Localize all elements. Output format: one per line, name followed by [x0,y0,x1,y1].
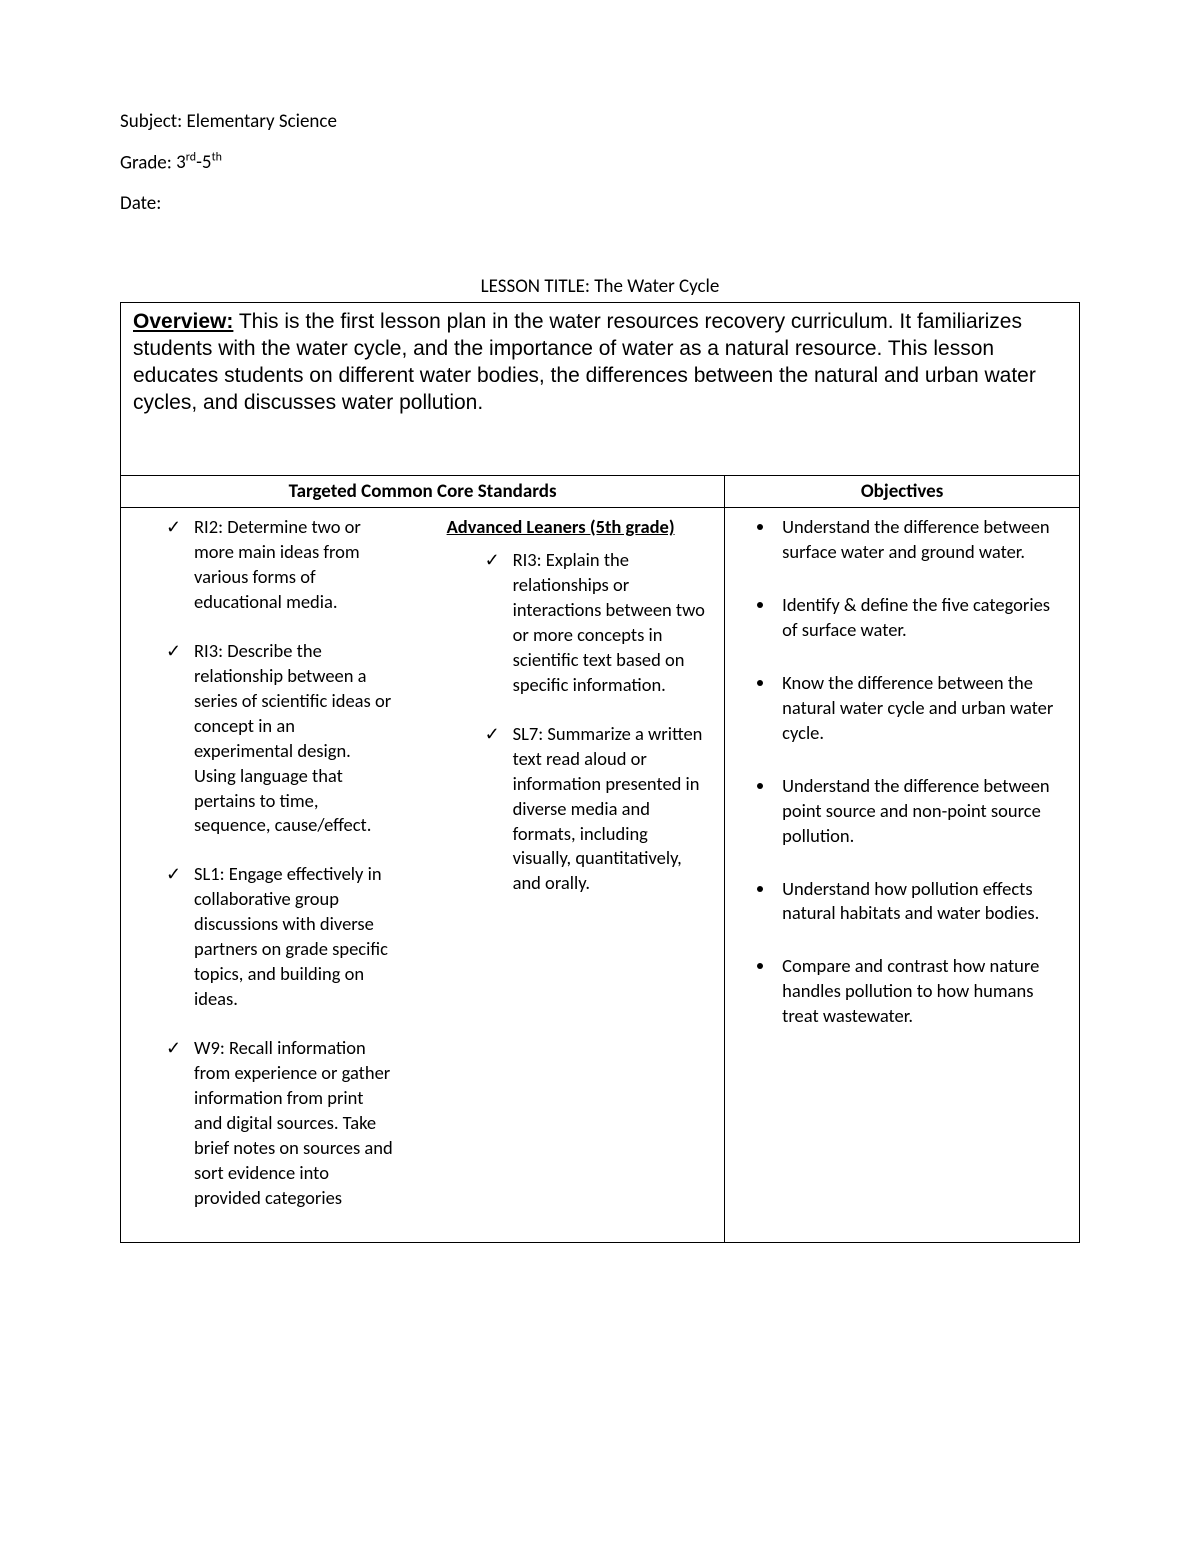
objectives-header: Objectives [725,475,1080,507]
advanced-learners-header: Advanced Leaners (5th grade) [423,515,724,538]
objective-item: Understand the difference between surfac… [776,515,1060,565]
lesson-title: LESSON TITLE: The Water Cycle [120,275,1080,298]
objective-item: Compare and contrast how nature handles … [776,954,1060,1029]
standards-header: Targeted Common Core Standards [121,475,725,507]
objective-item: Identify & define the five categories of… [776,593,1060,643]
subject-line: Subject: Elementary Science [120,110,1080,133]
document-page: Subject: Elementary Science Grade: 3rd-5… [0,0,1200,1553]
subject-value: Elementary Science [186,110,336,133]
grade-value: 3rd-5th [176,151,222,174]
objectives-list: Understand the difference between surfac… [726,509,1078,1042]
overview-box: Overview: This is the first lesson plan … [120,302,1080,476]
advanced-standard-item: SL7: Summarize a written text read aloud… [485,722,706,897]
standards-objectives-table: Targeted Common Core Standards Objective… [120,475,1080,1243]
lesson-title-prefix: LESSON TITLE: [481,275,590,298]
grade-label: Grade: [120,151,172,174]
date-line: Date: [120,192,1080,215]
table-header-row: Targeted Common Core Standards Objective… [121,475,1080,507]
standard-item: RI3: Describe the relationship between a… [166,639,395,839]
subject-label: Subject: [120,110,182,133]
standard-item: W9: Recall information from experience o… [166,1036,395,1211]
advanced-standards-list: RI3: Explain the relationships or intera… [423,542,724,927]
objectives-cell: Understand the difference between surfac… [725,507,1080,1242]
grade-line: Grade: 3rd-5th [120,151,1080,174]
overview-label: Overview: [133,310,233,333]
standard-item: SL1: Engage effectively in collaborative… [166,862,395,1012]
objective-item: Know the difference between the natural … [776,671,1060,746]
standards-list: RI2: Determine two or more main ideas fr… [122,509,413,1241]
objective-item: Understand the difference between point … [776,774,1060,849]
advanced-standard-item: RI3: Explain the relationships or intera… [485,548,706,698]
lesson-title-text: The Water Cycle [594,275,719,298]
standard-item: RI2: Determine two or more main ideas fr… [166,515,395,615]
standards-cell: RI2: Determine two or more main ideas fr… [121,507,725,1242]
objective-item: Understand how pollution effects natural… [776,877,1060,927]
table-body-row: RI2: Determine two or more main ideas fr… [121,507,1080,1242]
overview-text: This is the first lesson plan in the wat… [133,310,1036,414]
date-label: Date: [120,192,161,215]
